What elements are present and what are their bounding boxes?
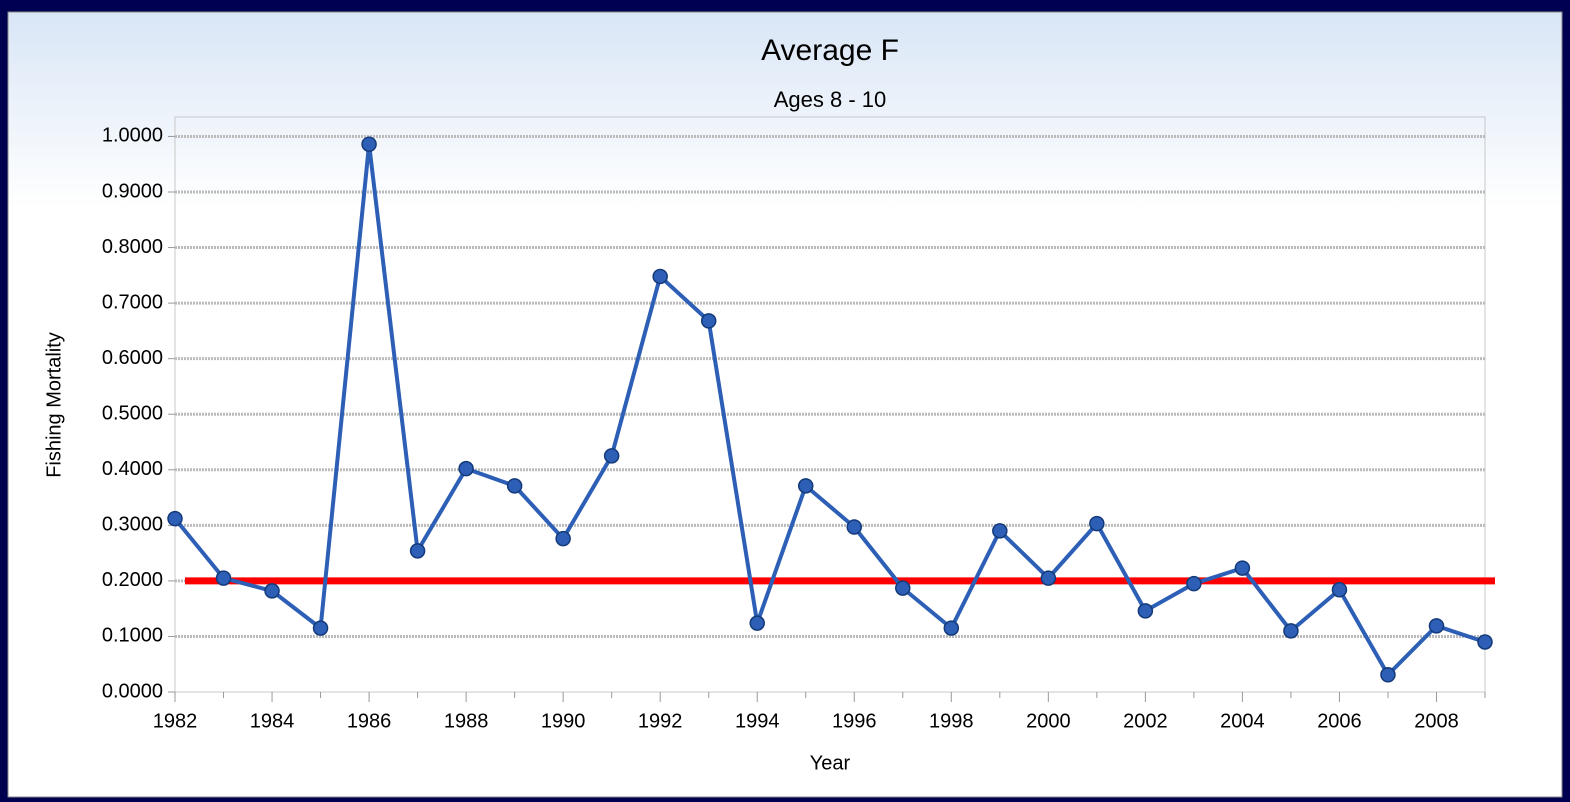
x-tick-label: 1984 (250, 710, 295, 732)
x-tick-label: 1998 (929, 710, 974, 732)
chart-subtitle: Ages 8 - 10 (774, 87, 887, 112)
y-tick-label: 0.6000 (102, 347, 163, 369)
panel (7, 11, 1563, 798)
point (361, 136, 377, 152)
point (700, 313, 717, 329)
point (992, 523, 1008, 539)
y-tick-label: 0.2000 (102, 569, 163, 591)
x-tick-label: 2008 (1414, 710, 1459, 732)
x-tick-label: 1992 (638, 710, 683, 732)
point (215, 570, 232, 586)
plot-frame (174, 116, 1486, 693)
point (749, 615, 765, 631)
point (895, 580, 911, 596)
point (797, 478, 814, 494)
x-tick-label: 2004 (1220, 710, 1265, 732)
point (1186, 575, 1202, 592)
point (1331, 582, 1348, 598)
x-tick-label: 2002 (1123, 710, 1168, 732)
x-tick-label: 1982 (153, 710, 198, 732)
point (846, 519, 863, 535)
point (1040, 570, 1057, 586)
y-tick-label: 0.9000 (102, 180, 163, 202)
x-tick-label: 1990 (541, 710, 586, 732)
point (1477, 634, 1493, 650)
point (409, 543, 426, 559)
point (167, 510, 183, 527)
x-tick-label: 2006 (1317, 710, 1362, 732)
point (264, 583, 280, 599)
point (1234, 560, 1251, 576)
point (652, 268, 668, 285)
chart-title: Average F (761, 34, 899, 67)
point (1137, 603, 1154, 619)
y-tick-label: 0.4000 (102, 458, 163, 480)
point (555, 530, 571, 547)
x-tick-label: 1988 (444, 710, 489, 732)
y-axis-label: Fishing Mortality (43, 332, 65, 478)
point (1428, 618, 1445, 634)
x-tick-label: 1994 (735, 710, 780, 732)
x-tick-label: 1996 (832, 710, 877, 732)
point (506, 478, 523, 494)
y-tick-label: 0.8000 (102, 236, 163, 258)
x-axis-label: Year (810, 752, 851, 774)
series-line (173, 142, 1486, 677)
point (943, 620, 960, 636)
point (1283, 623, 1299, 639)
point (312, 620, 329, 636)
point (458, 460, 474, 477)
y-tick-label: 1.0000 (102, 125, 163, 147)
x-tick-label: 2000 (1026, 710, 1071, 732)
y-tick-label: 0.0000 (102, 680, 163, 702)
x-tick-label: 1986 (347, 710, 392, 732)
point (603, 448, 620, 464)
y-tick-label: 0.7000 (102, 291, 163, 313)
point (1089, 515, 1105, 532)
y-tick-label: 0.5000 (102, 403, 163, 425)
y-tick-label: 0.3000 (102, 514, 163, 536)
y-tick-label: 0.1000 (102, 625, 163, 647)
point (1380, 667, 1396, 683)
